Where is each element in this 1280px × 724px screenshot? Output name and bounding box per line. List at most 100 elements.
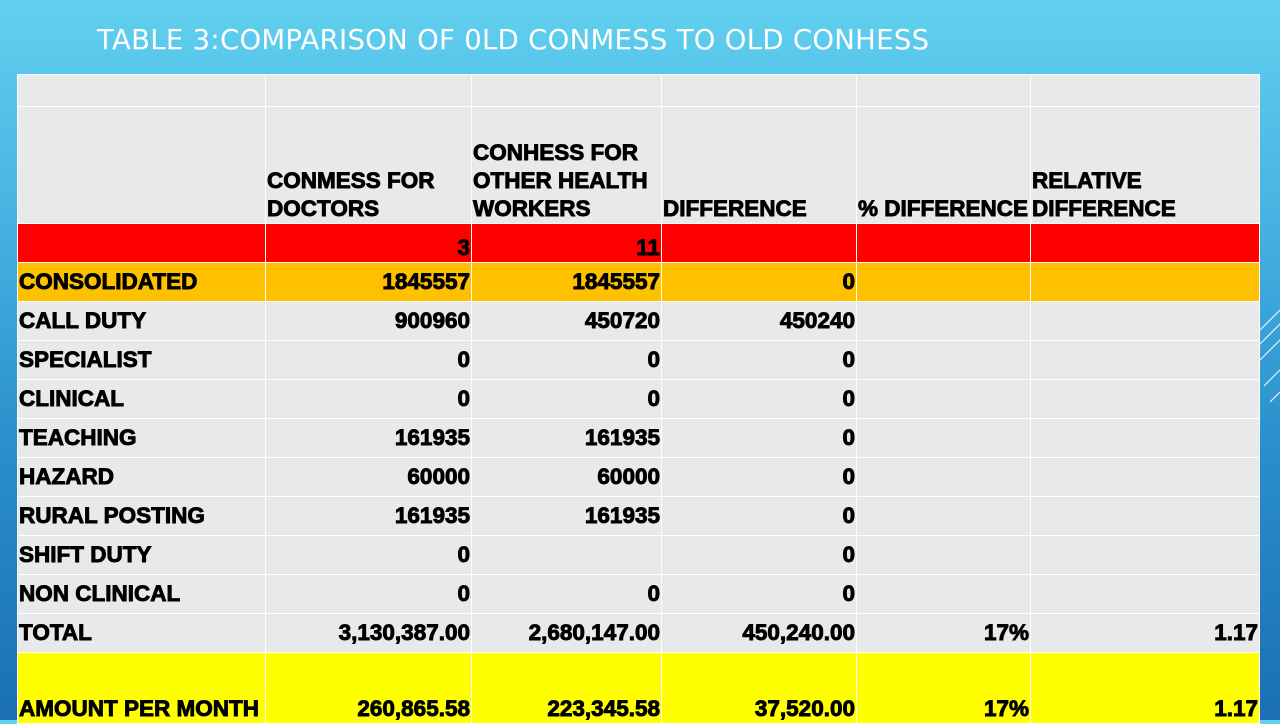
row-label: NON CLINICAL bbox=[17, 574, 266, 614]
table-cell: 0 bbox=[661, 262, 857, 302]
table-row: CALL DUTY 900960 450720 450240 bbox=[17, 301, 1260, 341]
table-cell: 450,240.00 bbox=[661, 613, 857, 653]
table-cell bbox=[1030, 535, 1260, 575]
table-cell: 3,130,387.00 bbox=[265, 613, 472, 653]
table-cell bbox=[1030, 379, 1260, 419]
table-cell bbox=[856, 262, 1031, 302]
table-cell bbox=[661, 74, 857, 107]
header-cell: % DIFFERENCE bbox=[856, 106, 1031, 224]
table-cell: 0 bbox=[661, 340, 857, 380]
table-cell: 0 bbox=[265, 340, 472, 380]
header-cell: RELATIVE DIFFERENCE bbox=[1030, 106, 1260, 224]
row-label: CONSOLIDATED bbox=[17, 262, 266, 302]
table-cell: 11 bbox=[471, 223, 662, 263]
table-cell: 60000 bbox=[265, 457, 472, 497]
table-cell bbox=[471, 74, 662, 107]
row-label: RURAL POSTING bbox=[17, 496, 266, 536]
table-cell bbox=[1030, 418, 1260, 458]
table-row: HAZARD 60000 60000 0 bbox=[17, 457, 1260, 497]
table-row: TEACHING 161935 161935 0 bbox=[17, 418, 1260, 458]
table-row: TOTAL 3,130,387.00 2,680,147.00 450,240.… bbox=[17, 613, 1260, 653]
table-cell bbox=[1030, 223, 1260, 263]
slide-title: TABLE 3:COMPARISON OF 0LD CONMESS TO OLD… bbox=[97, 24, 930, 56]
table-cell: 0 bbox=[471, 340, 662, 380]
table-cell: 161935 bbox=[265, 496, 472, 536]
table-cell: 0 bbox=[661, 457, 857, 497]
header-cell bbox=[17, 106, 266, 224]
table-cell: 17% bbox=[856, 613, 1031, 653]
table-cell: 0 bbox=[661, 574, 857, 614]
table-cell bbox=[856, 418, 1031, 458]
table-cell bbox=[1030, 74, 1260, 107]
table-cell: 0 bbox=[661, 535, 857, 575]
header-cell: CONMESS FOR DOCTORS bbox=[265, 106, 472, 224]
table-row: AMOUNT PER MONTH 260,865.58 223,345.58 3… bbox=[17, 652, 1260, 724]
table-cell: 1.17 bbox=[1030, 652, 1260, 724]
table-cell bbox=[1030, 496, 1260, 536]
table-cell: 37,520.00 bbox=[661, 652, 857, 724]
table-cell: 17% bbox=[856, 652, 1031, 724]
grade-row: 3 11 bbox=[17, 223, 1260, 263]
table-cell: 0 bbox=[661, 496, 857, 536]
table-cell bbox=[856, 496, 1031, 536]
table-row: CONSOLIDATED 1845557 1845557 0 bbox=[17, 262, 1260, 302]
table-cell bbox=[471, 535, 662, 575]
table-cell bbox=[856, 574, 1031, 614]
table-row: SPECIALIST 0 0 0 bbox=[17, 340, 1260, 380]
table-cell: 1845557 bbox=[265, 262, 472, 302]
table-cell: 60000 bbox=[471, 457, 662, 497]
row-label: TOTAL bbox=[17, 613, 266, 653]
table-cell: 223,345.58 bbox=[471, 652, 662, 724]
row-label: TEACHING bbox=[17, 418, 266, 458]
table-cell bbox=[856, 379, 1031, 419]
table-cell bbox=[1030, 457, 1260, 497]
table-cell bbox=[17, 223, 266, 263]
table-cell bbox=[856, 340, 1031, 380]
table-cell bbox=[856, 457, 1031, 497]
table-cell bbox=[17, 74, 266, 107]
table-row: CLINICAL 0 0 0 bbox=[17, 379, 1260, 419]
table-cell bbox=[1030, 301, 1260, 341]
table-cell: 0 bbox=[265, 535, 472, 575]
row-label: CLINICAL bbox=[17, 379, 266, 419]
table-header-row: CONMESS FOR DOCTORS CONHESS FOR OTHER HE… bbox=[17, 106, 1260, 224]
table-cell bbox=[856, 301, 1031, 341]
table-cell: 0 bbox=[265, 574, 472, 614]
table-spacer-row bbox=[17, 74, 1260, 107]
header-cell: DIFFERENCE bbox=[661, 106, 857, 224]
row-label: AMOUNT PER MONTH bbox=[17, 652, 266, 724]
table-cell bbox=[1030, 340, 1260, 380]
table-cell: 2,680,147.00 bbox=[471, 613, 662, 653]
table-cell bbox=[265, 74, 472, 107]
table-cell: 450240 bbox=[661, 301, 857, 341]
table-cell bbox=[856, 535, 1031, 575]
table-cell bbox=[661, 223, 857, 263]
table-cell: 450720 bbox=[471, 301, 662, 341]
table-cell bbox=[1030, 262, 1260, 302]
header-cell: CONHESS FOR OTHER HEALTH WORKERS bbox=[471, 106, 662, 224]
table-cell: 0 bbox=[661, 418, 857, 458]
table-cell bbox=[856, 74, 1031, 107]
table-cell: 3 bbox=[265, 223, 472, 263]
table-cell: 161935 bbox=[471, 418, 662, 458]
table-cell bbox=[856, 223, 1031, 263]
row-label: HAZARD bbox=[17, 457, 266, 497]
table-cell: 260,865.58 bbox=[265, 652, 472, 724]
row-label: CALL DUTY bbox=[17, 301, 266, 341]
row-label: SPECIALIST bbox=[17, 340, 266, 380]
table-row: SHIFT DUTY 0 0 bbox=[17, 535, 1260, 575]
row-label: SHIFT DUTY bbox=[17, 535, 266, 575]
comparison-table: CONMESS FOR DOCTORS CONHESS FOR OTHER HE… bbox=[17, 74, 1260, 724]
table-cell: 0 bbox=[471, 574, 662, 614]
table-cell: 900960 bbox=[265, 301, 472, 341]
table-cell: 0 bbox=[265, 379, 472, 419]
table-row: RURAL POSTING 161935 161935 0 bbox=[17, 496, 1260, 536]
table-cell: 0 bbox=[471, 379, 662, 419]
table-cell: 1.17 bbox=[1030, 613, 1260, 653]
table-cell: 0 bbox=[661, 379, 857, 419]
table-cell: 161935 bbox=[265, 418, 472, 458]
table-cell bbox=[1030, 574, 1260, 614]
table-row: NON CLINICAL 0 0 0 bbox=[17, 574, 1260, 614]
table-cell: 161935 bbox=[471, 496, 662, 536]
table-cell: 1845557 bbox=[471, 262, 662, 302]
